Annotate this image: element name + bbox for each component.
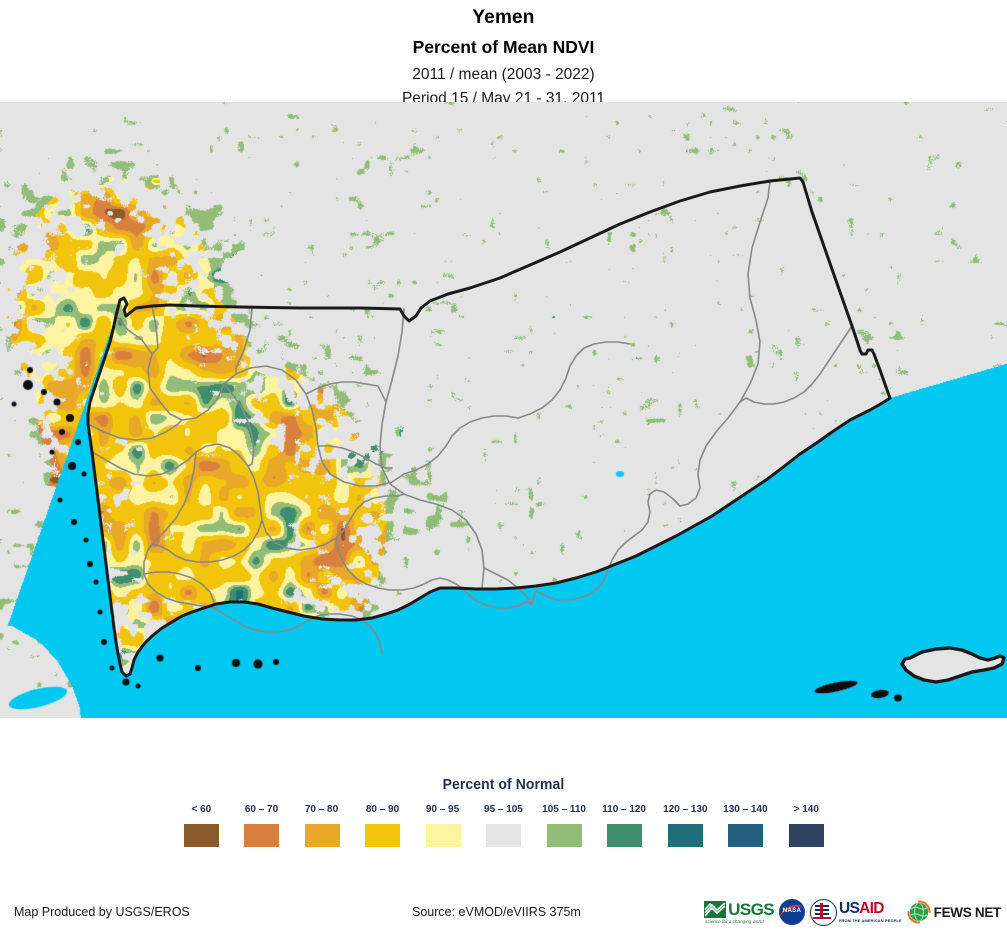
admin-boundary	[680, 181, 770, 506]
admin-boundary	[224, 384, 254, 466]
legend-title: Percent of Normal	[35, 776, 972, 793]
usaid-logo: USAID FROM THE AMERICAN PEOPLE	[810, 899, 902, 926]
page-title: Yemen	[0, 0, 1007, 27]
legend-item-swatch	[305, 824, 340, 847]
legend-item-label: 80 – 90	[366, 804, 399, 815]
admin-boundary	[634, 490, 680, 536]
legend-item: 80 – 90	[352, 804, 413, 847]
legend-item: 60 – 70	[231, 804, 292, 847]
admin-boundary-lines	[88, 181, 852, 654]
fews-net-wordmark: FEWS NET	[934, 905, 1001, 920]
legend-item-swatch	[426, 824, 461, 847]
yemen-national-border	[88, 178, 890, 676]
usaid-tagline: FROM THE AMERICAN PEOPLE	[839, 918, 902, 923]
legend-item: 105 – 110	[534, 804, 595, 847]
data-source-credit: Source: eVMOD/eVIIRS 375m	[412, 905, 581, 919]
admin-boundary	[336, 538, 462, 590]
admin-boundary	[380, 309, 484, 588]
ndvi-map[interactable]	[0, 102, 1007, 718]
legend-class-list: < 60 60 – 70 70 – 80 80 – 90 90 – 95 95 – 105…	[0, 804, 1007, 847]
legend-item: 90 – 95	[413, 804, 474, 847]
legend-item: 70 – 80	[292, 804, 353, 847]
usgs-logo: USGS science for a changing world	[704, 901, 774, 924]
legend-item-swatch	[244, 824, 279, 847]
national-boundary-line	[88, 178, 1004, 682]
legend-item-swatch	[668, 824, 703, 847]
legend-item-swatch	[365, 824, 400, 847]
legend-item-swatch	[728, 824, 763, 847]
legend-item: < 60	[171, 804, 232, 847]
nasa-wordmark: NASA	[779, 907, 805, 914]
legend-item-label: 105 – 110	[542, 804, 586, 815]
agency-logo-strip: USGS science for a changing world NASA U…	[704, 892, 1001, 932]
admin-boundary	[214, 608, 308, 632]
legend-item: 95 – 105	[473, 804, 534, 847]
producer-credit: Map Produced by USGS/EROS	[14, 905, 190, 919]
socotra-coastline	[902, 648, 1004, 682]
admin-boundary	[532, 536, 634, 604]
map-period-baseline: 2011 / mean (2003 - 2022)	[0, 57, 1007, 83]
map-title-block: Yemen Percent of Mean NDVI 2011 / mean (…	[0, 0, 1007, 102]
admin-boundary	[152, 306, 158, 354]
legend-item-swatch	[547, 824, 582, 847]
map-vector-overlay	[0, 102, 1007, 718]
admin-boundary	[404, 416, 518, 474]
legend-item-swatch	[486, 824, 521, 847]
usgs-tagline: science for a changing world	[705, 919, 763, 924]
admin-boundary	[92, 444, 404, 550]
legend-item-label: 60 – 70	[245, 804, 278, 815]
admin-boundary	[236, 308, 252, 374]
admin-boundary	[148, 520, 262, 562]
legend-item: > 140	[776, 804, 837, 847]
map-legend: Percent of Normal < 60 60 – 70 70 – 80 80 –…	[0, 718, 1007, 888]
usgs-mark-icon	[704, 901, 726, 918]
usaid-wordmark-aid: AID	[859, 900, 884, 917]
legend-item-label: 70 – 80	[305, 804, 338, 815]
legend-item-label: 90 – 95	[426, 804, 459, 815]
legend-item-swatch	[607, 824, 642, 847]
legend-item-label: 110 – 120	[603, 804, 647, 815]
legend-item-label: 95 – 105	[484, 804, 523, 815]
admin-boundary	[88, 420, 182, 440]
usaid-seal-icon	[810, 899, 837, 926]
legend-item-label: < 60	[191, 804, 211, 815]
admin-boundary	[116, 316, 404, 486]
legend-item: 120 – 130	[655, 804, 716, 847]
usaid-wordmark-us: US	[839, 900, 859, 917]
fews-globe-icon	[907, 900, 931, 924]
admin-boundary	[518, 342, 630, 418]
legend-item-label: 130 – 140	[723, 804, 767, 815]
legend-item-label: 120 – 130	[663, 804, 707, 815]
legend-item-label: > 140	[793, 804, 818, 815]
legend-item-swatch	[789, 824, 824, 847]
usgs-wordmark: USGS	[728, 901, 774, 918]
legend-item: 110 – 120	[594, 804, 655, 847]
legend-item-swatch	[184, 824, 219, 847]
legend-item: 130 – 140	[715, 804, 776, 847]
fews-net-logo: FEWS NET	[907, 900, 1001, 924]
map-subject-title: Percent of Mean NDVI	[0, 27, 1007, 57]
nasa-logo: NASA	[779, 899, 805, 925]
admin-boundary	[306, 382, 386, 402]
map-footer: Map Produced by USGS/EROS Source: eVMOD/…	[0, 888, 1007, 936]
